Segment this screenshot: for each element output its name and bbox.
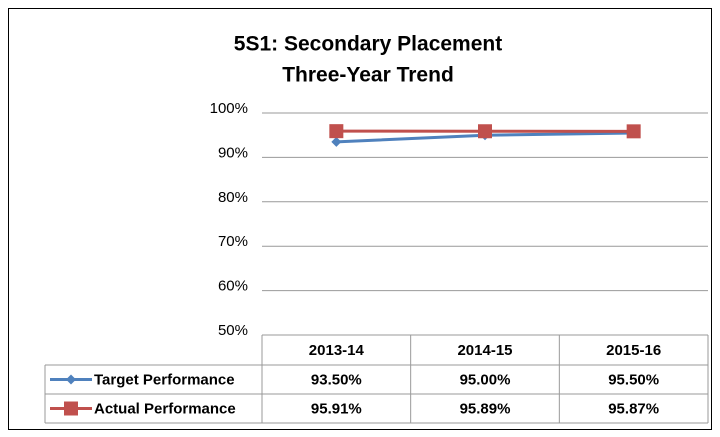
y-tick-label: 50% bbox=[218, 322, 248, 339]
chart-title: 5S1: Secondary Placement bbox=[234, 33, 502, 56]
marker bbox=[64, 401, 78, 416]
y-tick-label: 80% bbox=[218, 189, 248, 206]
x-tick-label: 2013-14 bbox=[309, 342, 365, 359]
legend-label: Actual Performance bbox=[94, 400, 236, 417]
chart-subtitle: Three-Year Trend bbox=[282, 64, 454, 87]
data-label: 95.89% bbox=[460, 400, 511, 417]
y-tick-label: 100% bbox=[210, 100, 248, 117]
data-label: 93.50% bbox=[311, 371, 362, 388]
data-label: 95.91% bbox=[311, 400, 362, 417]
marker bbox=[331, 136, 342, 147]
y-tick-label: 60% bbox=[218, 278, 248, 295]
y-tick-label: 90% bbox=[218, 144, 248, 161]
marker bbox=[329, 124, 344, 139]
data-label: 95.00% bbox=[460, 371, 511, 388]
marker bbox=[478, 124, 492, 139]
data-label: 95.50% bbox=[608, 371, 659, 388]
data-label: 95.87% bbox=[608, 400, 659, 417]
marker bbox=[66, 374, 76, 385]
legend-label: Target Performance bbox=[94, 371, 235, 388]
marker bbox=[626, 124, 641, 139]
y-tick-label: 70% bbox=[218, 233, 248, 250]
x-tick-label: 2014-15 bbox=[457, 342, 512, 359]
chart-border bbox=[8, 8, 712, 430]
x-tick-label: 2015-16 bbox=[606, 342, 661, 359]
